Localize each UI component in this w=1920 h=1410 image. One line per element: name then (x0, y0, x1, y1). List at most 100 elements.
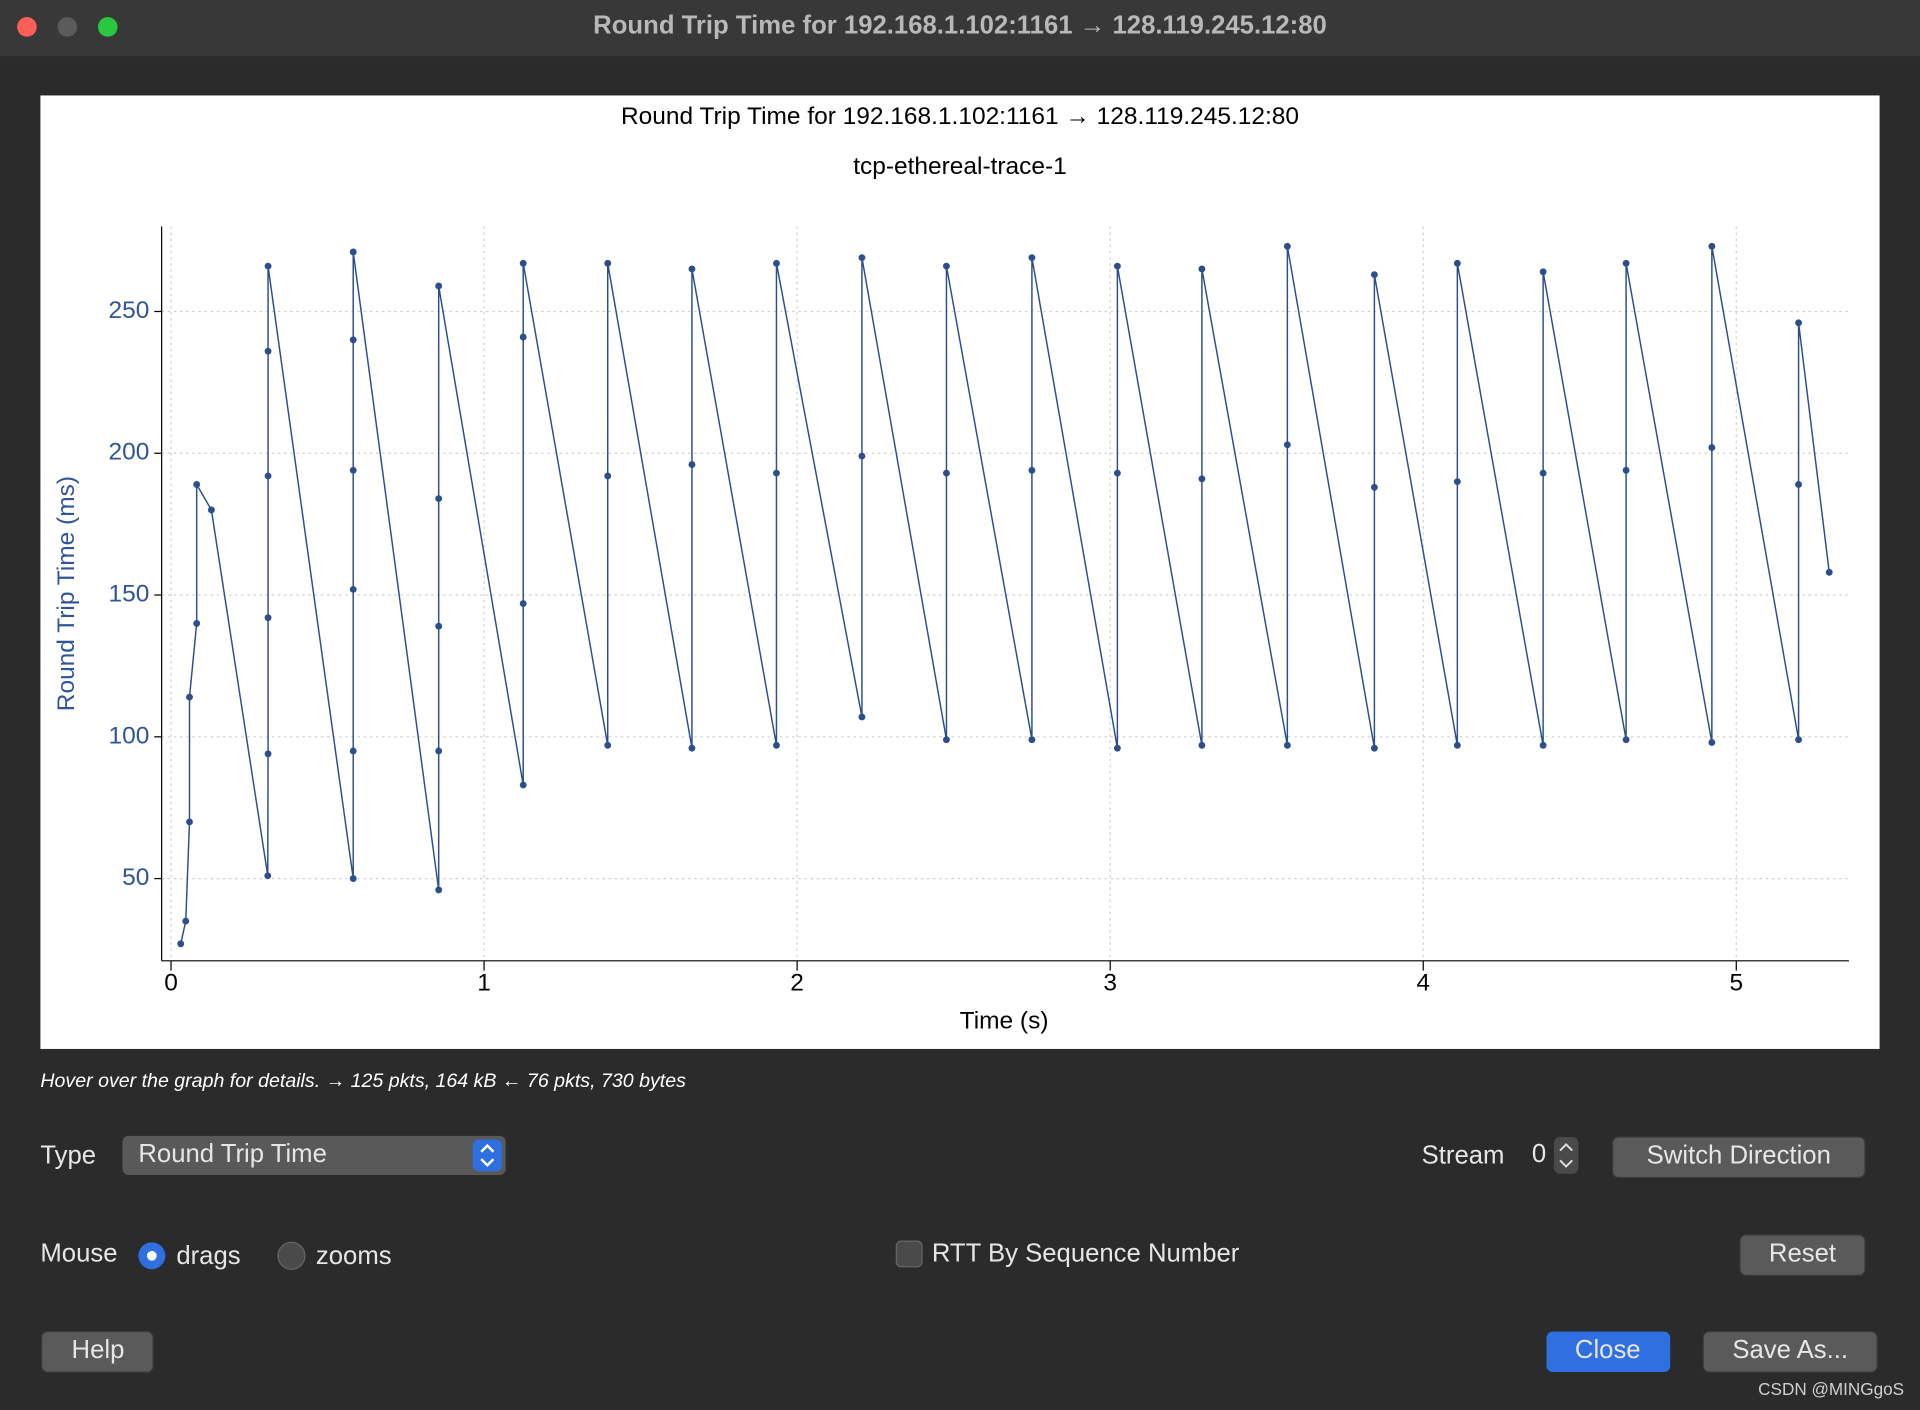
x-tick-label: 4 (1416, 970, 1430, 997)
rtt-point (773, 741, 780, 749)
y-tick-label: 150 (109, 581, 150, 608)
rtt-point (264, 750, 272, 758)
rtt-point (264, 614, 272, 622)
close-button[interactable] (1546, 1331, 1671, 1373)
rtt-point (1622, 736, 1630, 744)
rtt-point (943, 736, 950, 744)
rtt-point (858, 452, 866, 460)
rtt-point (1539, 469, 1547, 477)
rtt-point (182, 917, 190, 925)
rtt-point (1198, 741, 1206, 749)
rtt-point (604, 472, 612, 480)
rtt-line (180, 246, 1830, 944)
y-tick-label: 100 (109, 722, 150, 749)
rtt-point (1370, 483, 1378, 491)
rtt-point (177, 940, 185, 948)
rtt-point (1708, 242, 1716, 250)
title-bar (0, 0, 1920, 57)
x-tick-label: 3 (1103, 970, 1117, 997)
y-tick-label: 250 (109, 297, 150, 324)
rtt-point (1028, 736, 1036, 744)
rtt-point (435, 886, 443, 894)
rtt-point (773, 469, 780, 477)
rtt-point (519, 333, 527, 341)
rtt-point (1795, 319, 1803, 327)
rtt-point (1113, 744, 1121, 752)
plot-panel[interactable] (40, 95, 1880, 1049)
rtt-point (264, 872, 272, 880)
switch-direction-button[interactable] (1612, 1136, 1866, 1179)
save-as-button[interactable] (1702, 1331, 1878, 1373)
radio-dot (146, 1250, 157, 1261)
zooms-text: zooms (316, 1242, 392, 1270)
rtt-point (349, 248, 357, 256)
rtt-point (943, 262, 950, 270)
save-as-text: Save As... (1732, 1336, 1848, 1364)
drags-text: drags (176, 1242, 240, 1270)
rtt-point (773, 259, 780, 267)
rtt-point (349, 747, 357, 755)
rtt-point (1622, 259, 1630, 267)
rtt-point (435, 622, 443, 630)
close-text: Close (1575, 1336, 1641, 1364)
rtt-point (1028, 466, 1036, 474)
rtt-point (1539, 268, 1547, 276)
rtt-point (519, 600, 527, 607)
rtt-point (1283, 242, 1291, 250)
rtt-point (519, 259, 527, 267)
rtt-point (193, 481, 201, 488)
rtt-point (1283, 741, 1291, 749)
y-tick-label: 50 (122, 864, 149, 891)
stream-label: Stream (1422, 1141, 1505, 1169)
select-arrows[interactable] (472, 1139, 503, 1172)
x-axis-label: Time (s) (960, 1007, 1049, 1034)
rtt-point (1283, 441, 1291, 449)
rtt-point (1708, 444, 1716, 452)
rtt-point (349, 336, 357, 344)
rtt-seq-text: RTT By Sequence Number (932, 1239, 1240, 1267)
type-select[interactable] (122, 1135, 506, 1176)
rtt-point (349, 875, 357, 883)
x-tick-label: 1 (477, 970, 491, 997)
rtt-point (604, 741, 612, 749)
type-label: Type (40, 1141, 96, 1169)
rtt-point (264, 472, 272, 480)
stream-value[interactable]: 0 (1532, 1140, 1546, 1168)
rtt-point (1708, 739, 1716, 746)
rtt-point (186, 818, 193, 826)
rtt-point (1539, 741, 1547, 749)
close-light[interactable] (17, 17, 37, 37)
minimize-light[interactable] (57, 17, 78, 37)
rtt-point (1622, 466, 1630, 474)
rtt-seq-checkbox[interactable] (895, 1240, 923, 1268)
watermark: CSDN @MINGgoS (1758, 1379, 1904, 1399)
rtt-point (349, 585, 357, 593)
rtt-point (186, 693, 193, 701)
zoom-light[interactable] (97, 17, 118, 37)
rtt-point (519, 781, 527, 789)
mouse-label: Mouse (40, 1239, 117, 1267)
rtt-point (435, 495, 443, 503)
stream-spinner[interactable] (1553, 1137, 1579, 1174)
y-tick-label: 200 (109, 439, 150, 466)
rtt-point (1198, 475, 1206, 483)
rtt-point (604, 259, 612, 267)
rtt-point (1453, 259, 1461, 267)
rtt-point (1795, 481, 1803, 488)
zooms-radio[interactable] (277, 1241, 306, 1270)
rtt-point (1795, 736, 1803, 744)
rtt-point (1825, 568, 1833, 576)
reset-button[interactable] (1739, 1234, 1866, 1276)
rtt-point (264, 262, 272, 270)
help-button[interactable] (41, 1331, 154, 1373)
select-arrow-icon (480, 1143, 495, 1167)
chart-title: Round Trip Time for 192.168.1.102:1161 →… (621, 103, 1299, 130)
chart-subtitle: tcp-ethereal-trace-1 (853, 153, 1067, 180)
rtt-point (349, 466, 357, 474)
rtt-point (688, 744, 696, 752)
spinner-icon (1559, 1143, 1573, 1168)
rtt-point (1453, 478, 1461, 486)
type-value: Round Trip Time (138, 1140, 326, 1168)
